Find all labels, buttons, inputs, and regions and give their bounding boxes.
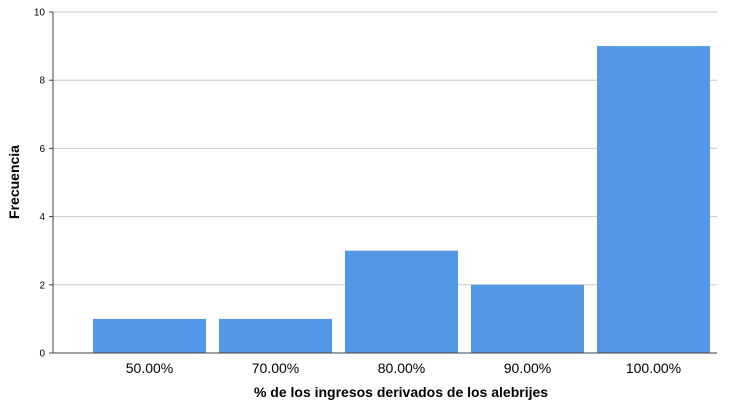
x-category-label: 80.00% — [378, 360, 425, 376]
y-tick-labels: 0 2 4 6 8 10 — [34, 8, 53, 360]
bars — [93, 46, 710, 353]
x-category-label: 100.00% — [626, 360, 681, 376]
bar-80.00% — [345, 250, 458, 353]
y-tick-label: 6 — [39, 144, 45, 155]
x-category-labels: 50.00% 70.00% 80.00% 90.00% 100.00% — [126, 360, 681, 376]
y-tick-label: 10 — [34, 8, 46, 19]
y-tick-label: 4 — [39, 212, 45, 223]
y-tick-label: 0 — [39, 349, 45, 360]
bar-90.00% — [471, 284, 584, 353]
axes — [52, 12, 717, 354]
bar-70.00% — [219, 318, 332, 353]
y-axis-title: Frecuencia — [6, 145, 22, 219]
y-tick-label: 2 — [39, 280, 45, 291]
bar-100.00% — [597, 46, 710, 353]
x-axis-title: % de los ingresos derivados de los alebr… — [254, 384, 548, 400]
y-tick-label: 8 — [39, 76, 45, 87]
x-category-label: 70.00% — [252, 360, 299, 376]
x-category-label: 90.00% — [504, 360, 551, 376]
x-category-label: 50.00% — [126, 360, 173, 376]
bar-50.00% — [93, 318, 206, 353]
